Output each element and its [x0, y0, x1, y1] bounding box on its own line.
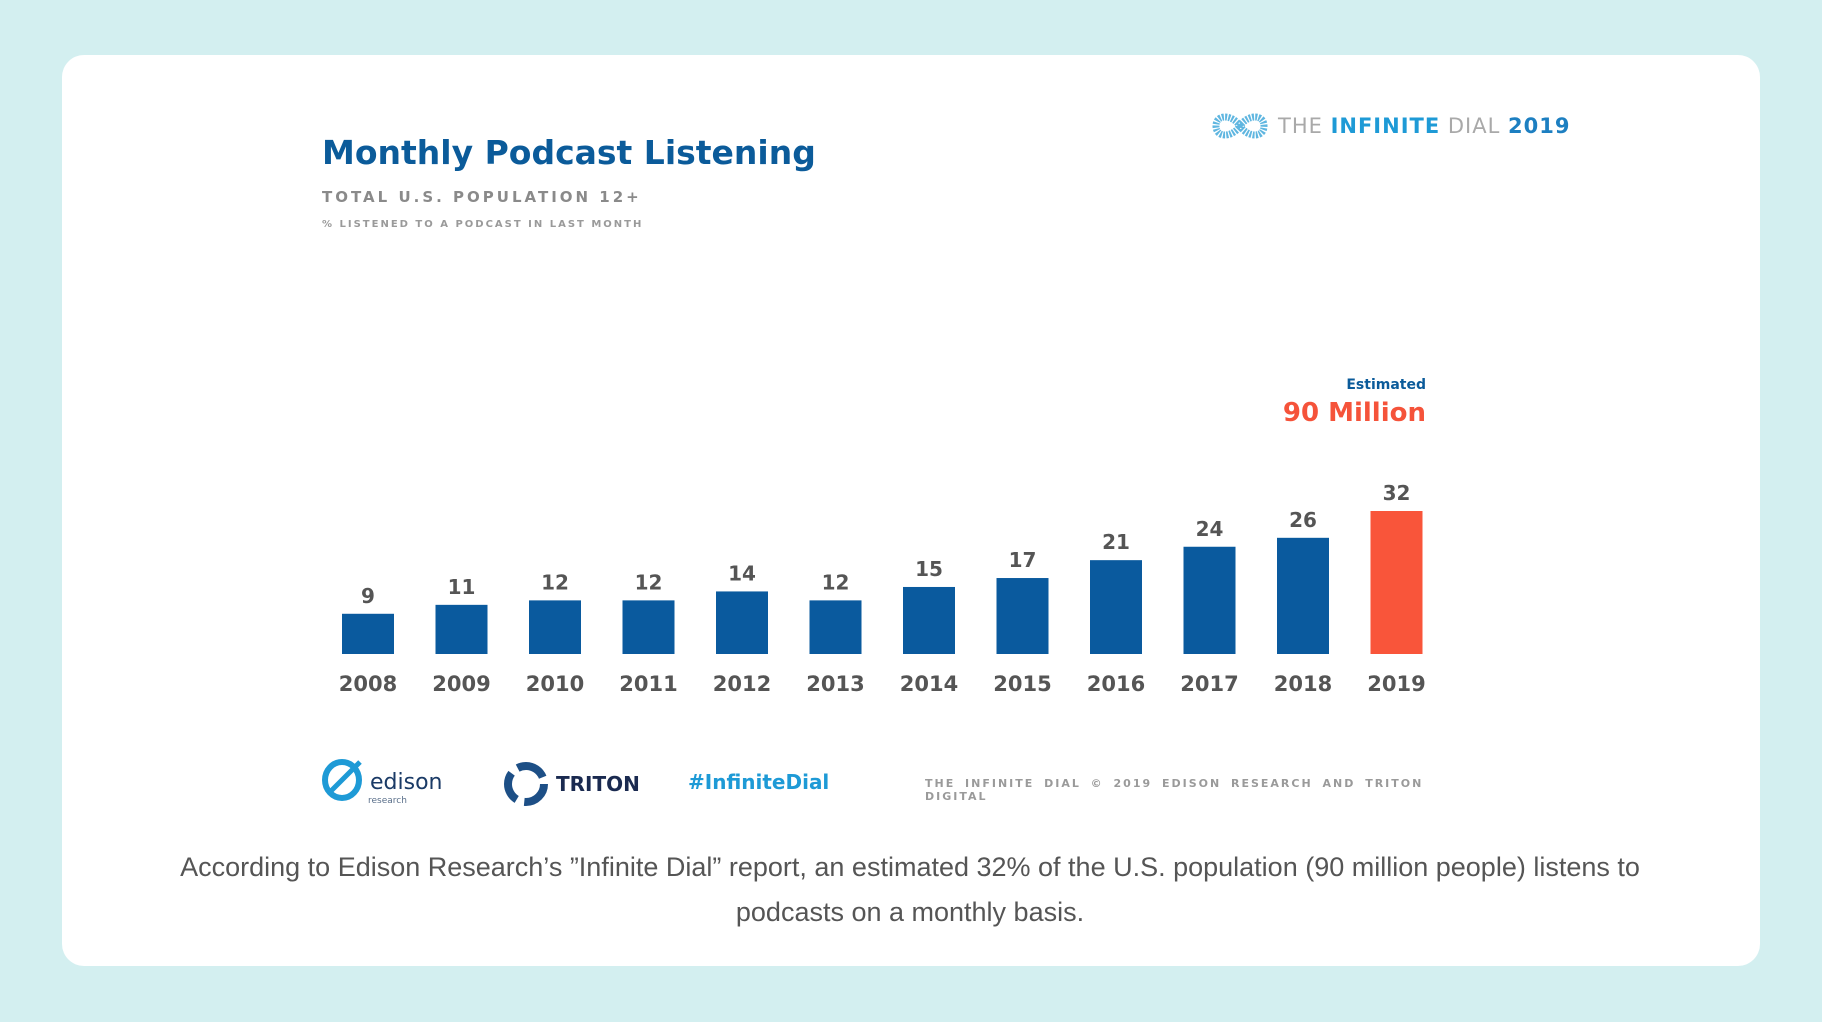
- value-label: 12: [635, 570, 663, 594]
- infinity-icon: [1212, 113, 1268, 139]
- value-label: 14: [728, 561, 756, 585]
- chart-title: Monthly Podcast Listening: [322, 133, 816, 172]
- value-label: 24: [1196, 517, 1224, 541]
- value-label: 11: [448, 575, 476, 599]
- brand-the: THE: [1278, 114, 1323, 138]
- value-label: 32: [1383, 481, 1411, 505]
- hashtag: #InfiniteDial: [688, 770, 830, 794]
- bar-2019: [1370, 511, 1423, 654]
- bar-2015: [996, 578, 1049, 654]
- brand-year: 2019: [1508, 114, 1571, 138]
- chart-subtitle: TOTAL U.S. POPULATION 12+: [322, 188, 642, 206]
- x-tick-label: 2018: [1274, 672, 1332, 696]
- bar-2008: [342, 613, 394, 654]
- triton-ring-icon: [504, 762, 548, 806]
- copyright: THE INFINITE DIAL © 2019 EDISON RESEARCH…: [925, 777, 1424, 803]
- annotation-value: 90 Million: [1282, 398, 1426, 428]
- x-tick-label: 2009: [432, 672, 490, 696]
- value-label: 9: [361, 584, 375, 608]
- chart-ylabel: % LISTENED TO A PODCAST IN LAST MONTH: [322, 219, 644, 230]
- edison-swirl-icon: [322, 759, 362, 801]
- caption: According to Edison Research’s ”Infinite…: [180, 852, 1640, 927]
- bar-2010: [529, 600, 581, 654]
- footer: edison research TRITON #InfiniteDial THE…: [320, 756, 1440, 812]
- bar-2016: [1090, 560, 1142, 654]
- card: [62, 55, 1760, 966]
- bar-2017: [1183, 546, 1236, 654]
- x-tick-label: 2014: [900, 672, 958, 696]
- bar-2018: [1277, 537, 1329, 654]
- x-tick-label: 2012: [713, 672, 771, 696]
- triton-logo: TRITON: [502, 760, 640, 808]
- value-label: 12: [822, 570, 850, 594]
- annotation-label: Estimated: [1346, 377, 1426, 393]
- brand-dial: DIAL: [1447, 114, 1501, 138]
- x-tick-label: 2008: [339, 672, 397, 696]
- x-tick-label: 2011: [619, 672, 677, 696]
- value-label: 26: [1289, 508, 1317, 532]
- x-tick-label: 2019: [1367, 672, 1425, 696]
- value-label: 12: [541, 570, 569, 594]
- x-tick-label: 2010: [526, 672, 584, 696]
- bar-2011: [622, 600, 675, 654]
- bar-2012: [716, 591, 768, 654]
- edison-sub: research: [368, 796, 407, 806]
- bar-chart: 9 2008 11 2009 12 2010 12 2011 14 2012 12 2013 15 201…: [339, 481, 1426, 696]
- x-tick-label: 2016: [1087, 672, 1145, 696]
- value-label: 21: [1102, 530, 1130, 554]
- infinite-dial-logo: THE INFINITE DIAL 2019: [1212, 110, 1570, 142]
- edison-name: edison: [370, 769, 443, 795]
- value-label: 17: [1009, 548, 1037, 572]
- bar-2009: [435, 604, 488, 654]
- triton-name: TRITON: [556, 772, 640, 796]
- edison-logo: edison research: [320, 756, 442, 808]
- value-label: 15: [915, 557, 943, 581]
- x-tick-label: 2015: [993, 672, 1051, 696]
- x-tick-label: 2013: [806, 672, 864, 696]
- bar-2013: [809, 600, 862, 654]
- bar-2014: [903, 586, 955, 654]
- x-tick-label: 2017: [1180, 672, 1238, 696]
- brand-infinite: INFINITE: [1330, 114, 1441, 138]
